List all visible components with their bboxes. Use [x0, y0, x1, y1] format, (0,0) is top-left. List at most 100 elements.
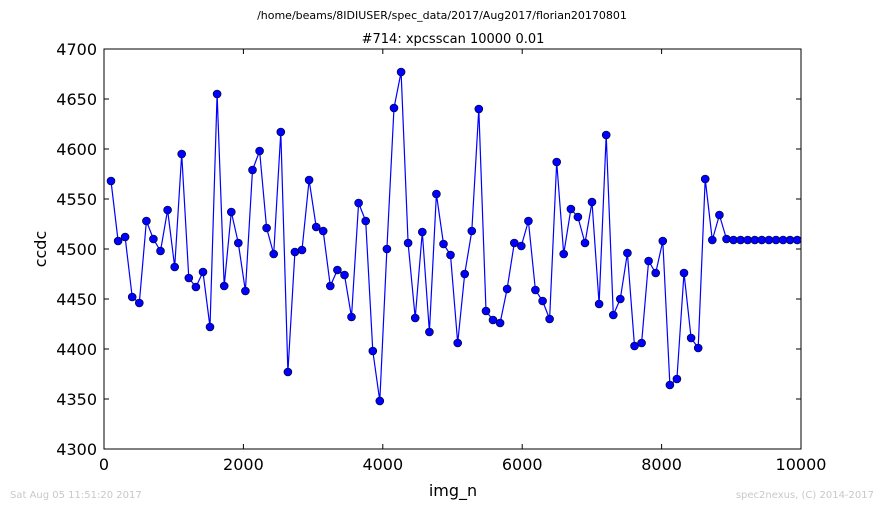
data-point — [792, 235, 802, 245]
y-tick-label: 4350 — [56, 390, 97, 409]
x-tick-label: 0 — [99, 455, 109, 474]
plot-area-frame — [103, 48, 802, 450]
data-point — [531, 285, 540, 295]
data-point — [205, 322, 215, 332]
chart-title: #714: xpcsscan 10000 0.01 — [362, 32, 545, 47]
data-point — [135, 298, 144, 308]
y-axis-label: ccdc — [31, 231, 50, 268]
y-tick-label: 4500 — [56, 240, 97, 259]
data-point — [707, 235, 717, 245]
data-point — [241, 286, 250, 296]
data-point — [149, 234, 158, 244]
data-point — [615, 294, 625, 304]
data-point — [318, 226, 328, 236]
data-point — [368, 346, 378, 356]
y-tick-label: 4700 — [56, 40, 97, 59]
data-point — [255, 146, 264, 156]
data-point — [538, 296, 547, 306]
data-point — [601, 130, 611, 140]
x-tick-label: 4000 — [362, 455, 403, 474]
data-point — [297, 245, 307, 255]
data-point — [290, 247, 300, 257]
data-point — [552, 157, 562, 167]
data-point — [516, 241, 526, 251]
data-point — [580, 238, 590, 248]
data-point — [722, 234, 731, 244]
data-point — [665, 380, 675, 390]
x-tick-label: 6000 — [502, 455, 543, 474]
data-point — [248, 165, 257, 175]
x-tick-label: 8000 — [641, 455, 682, 474]
y-tick-label: 4650 — [56, 90, 97, 109]
data-point — [502, 284, 512, 294]
data-point — [524, 216, 533, 226]
data-point — [191, 282, 201, 292]
series-line-layer — [110, 71, 798, 402]
data-point — [630, 341, 639, 351]
data-point — [163, 205, 172, 215]
x-tick-label: 2000 — [223, 455, 264, 474]
data-point — [304, 175, 314, 185]
data-point — [170, 262, 179, 272]
data-point — [410, 313, 420, 323]
data-point — [608, 310, 618, 320]
data-point — [184, 273, 194, 283]
data-point — [142, 216, 151, 226]
data-point — [594, 299, 604, 309]
data-point — [311, 222, 321, 232]
data-point — [432, 189, 441, 199]
footer-timestamp: Sat Aug 05 11:51:20 2017 — [10, 490, 142, 501]
footer-credit: spec2nexus, (C) 2014-2017 — [736, 490, 874, 501]
data-point — [234, 238, 243, 248]
data-point — [354, 198, 363, 208]
data-point — [212, 89, 222, 99]
data-point — [495, 318, 505, 328]
file-path-title: /home/beams/8IDIUSER/spec_data/2017/Aug2… — [257, 9, 627, 22]
y-tick-label: 4300 — [56, 440, 97, 459]
data-point — [439, 239, 448, 249]
data-point — [396, 67, 406, 77]
data-point — [382, 244, 392, 254]
data-point — [644, 256, 653, 266]
data-point — [283, 367, 293, 377]
data-point — [736, 235, 745, 245]
data-point — [715, 210, 724, 220]
axis-ticks: 0 2000 4000 6000 8000 10000 4300 4350 4400 4450 45… — [56, 40, 826, 474]
data-point — [127, 292, 137, 302]
data-point — [262, 223, 271, 233]
data-point — [545, 314, 554, 324]
data-point — [361, 216, 371, 226]
data-point — [403, 238, 413, 248]
data-point — [389, 103, 399, 113]
data-point — [276, 127, 286, 137]
data-point — [587, 197, 597, 207]
data-point — [460, 269, 470, 279]
data-point — [693, 343, 703, 353]
data-point — [651, 268, 661, 278]
data-point — [467, 226, 477, 236]
data-point — [375, 396, 385, 406]
data-point — [700, 174, 710, 184]
data-point — [120, 232, 130, 242]
data-point — [347, 312, 356, 322]
data-point — [488, 315, 498, 325]
data-point — [566, 204, 576, 214]
series-line — [110, 71, 798, 402]
data-point — [658, 236, 668, 246]
data-point — [113, 236, 123, 246]
data-point — [219, 281, 229, 291]
data-point — [757, 235, 767, 245]
x-tick-label: 10000 — [776, 455, 827, 474]
data-point — [156, 246, 165, 256]
data-point — [198, 267, 208, 277]
data-point — [446, 250, 455, 260]
data-point — [481, 306, 491, 316]
data-point — [340, 270, 349, 280]
data-point — [227, 207, 236, 217]
x-axis-label: img_n — [429, 481, 477, 501]
y-tick-label: 4550 — [56, 190, 97, 209]
data-point — [679, 268, 689, 278]
data-point — [785, 235, 795, 245]
data-point — [559, 249, 569, 259]
